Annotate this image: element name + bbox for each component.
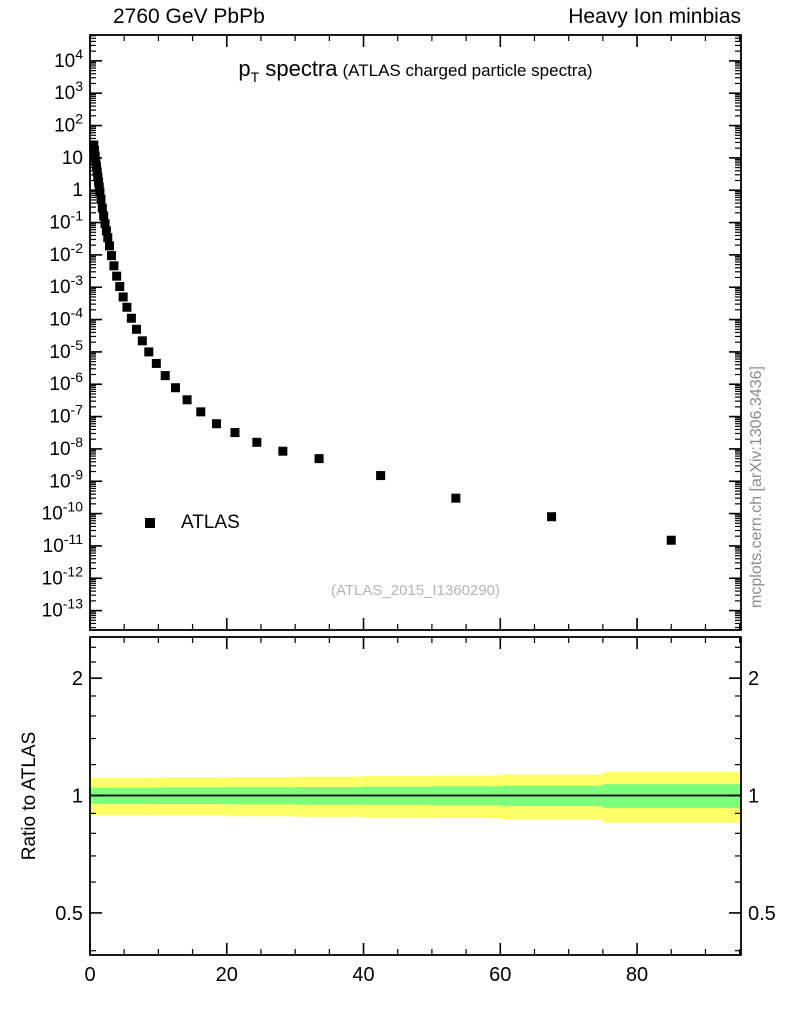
y-tick-label: 10-9 [49, 466, 83, 492]
y-tick-label: 10-2 [49, 240, 83, 266]
data-point-marker [89, 145, 99, 155]
data-point-marker [122, 302, 132, 312]
data-point-marker [666, 535, 676, 545]
data-point-marker [95, 187, 105, 197]
data-point-marker [151, 358, 161, 368]
data-point-marker [97, 203, 107, 213]
y-tick-label: 10-6 [49, 369, 83, 395]
y-tick-label: 1 [72, 180, 83, 201]
y-tick-label: 10-10 [42, 499, 84, 525]
x-tick-label: 20 [216, 964, 238, 986]
data-point-marker [89, 140, 99, 150]
y-tick-label: 10 [62, 148, 83, 169]
data-point-marker [109, 261, 119, 271]
y-tick-label: 10-13 [42, 596, 84, 622]
data-point-marker [126, 313, 136, 323]
data-point-marker [278, 446, 288, 456]
data-point-marker [103, 233, 113, 243]
y-tick-label: 10-1 [49, 208, 83, 234]
ratio-y-tick-label: 0.5 [55, 903, 83, 925]
y-tick-label: 10-11 [43, 531, 84, 557]
ratio-y-tick-label: 1 [72, 786, 83, 808]
y-tick-label: 10-5 [49, 337, 83, 363]
data-point-marker [101, 226, 111, 236]
header-beam-label: 2760 GeV PbPb [113, 5, 265, 28]
data-point-marker [196, 407, 206, 417]
title-pt-symbol: p [238, 56, 251, 81]
atlas-data-points [89, 140, 676, 545]
plot-title: pT spectra (ATLAS charged particle spectr… [90, 56, 741, 85]
data-point-marker [314, 454, 324, 464]
title-spectra-text: spectra [259, 56, 338, 81]
data-point-marker [91, 156, 101, 166]
data-point-marker [160, 371, 170, 381]
y-tick-label: 10-8 [49, 434, 83, 460]
data-point-marker [144, 347, 154, 357]
data-point-marker [92, 167, 102, 177]
data-point-marker [93, 172, 103, 182]
data-point-marker [170, 383, 180, 393]
data-point-marker [182, 395, 192, 405]
legend: ATLAS [145, 512, 240, 534]
title-analysis-note: (ATLAS charged particle spectra) [342, 61, 593, 80]
data-point-marker [107, 251, 117, 261]
mcplots-arxiv-side-label: mcplots.cern.ch [arXiv:1306.3436] [748, 366, 765, 608]
ratio-panel: 0.5 0.51 12 20 20 40 60 80 [55, 636, 776, 986]
data-point-marker [132, 324, 141, 334]
header-process-label: Heavy Ion minbias [568, 5, 741, 28]
data-point-marker [230, 428, 240, 438]
data-point-marker [137, 336, 147, 346]
ratio-y-tick-label: 1 [748, 786, 759, 808]
data-point-marker [96, 194, 106, 204]
data-point-marker [376, 471, 386, 481]
x-tick-label: 60 [489, 964, 511, 986]
y-tick-label: 102 [54, 111, 83, 137]
spectrum-panel: 10410310210110-110-210-310-410-510-610-7… [42, 34, 742, 631]
x-tick-label: 0 [84, 964, 95, 986]
data-point-marker [91, 162, 101, 172]
data-point-marker [451, 493, 461, 503]
y-tick-label: 10-7 [49, 402, 83, 428]
data-point-marker [94, 177, 104, 187]
data-point-marker [100, 219, 110, 229]
y-tick-label: 10-4 [49, 305, 83, 331]
data-point-marker [547, 512, 557, 522]
data-point-marker [115, 282, 125, 292]
y-tick-label: 104 [54, 46, 83, 72]
spectrum-frame [89, 34, 742, 631]
ratio-frame [89, 636, 742, 956]
data-point-marker [90, 151, 100, 161]
data-point-marker [118, 292, 128, 302]
data-point-marker [104, 241, 114, 251]
data-point-marker [212, 419, 222, 429]
data-point-marker [252, 437, 262, 447]
y-tick-label: 10-3 [49, 272, 83, 298]
data-point-marker [94, 182, 104, 192]
ratio-y-tick-label: 2 [748, 668, 759, 690]
data-point-marker [112, 271, 122, 281]
legend-square-marker-icon [145, 518, 155, 528]
ratio-axis-title: Ratio to ATLAS [19, 731, 40, 861]
data-point-marker [99, 211, 109, 221]
analysis-id-watermark: (ATLAS_2015_I1360290) [330, 582, 500, 599]
y-tick-label: 10-12 [42, 563, 84, 589]
ratio-y-tick-label: 0.5 [748, 903, 776, 925]
y-tick-label: 103 [54, 78, 83, 104]
ratio-y-tick-label: 2 [72, 668, 83, 690]
legend-series-label: ATLAS [181, 512, 240, 533]
x-tick-label: 40 [352, 964, 374, 986]
title-pt-subscript: T [250, 69, 260, 85]
x-tick-label: 80 [626, 964, 648, 986]
